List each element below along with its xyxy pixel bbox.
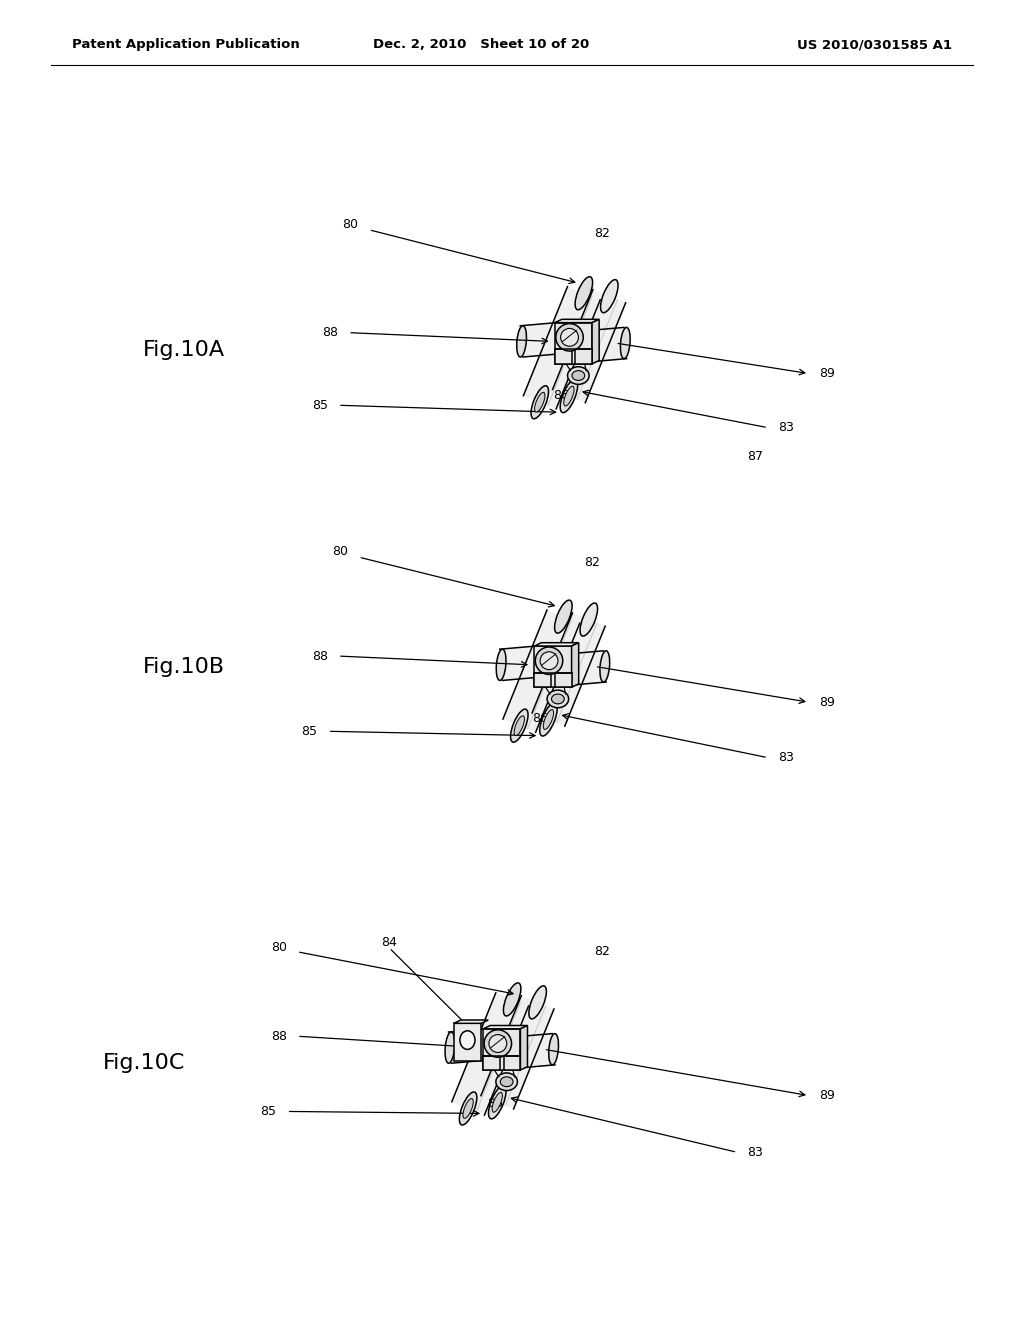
FancyBboxPatch shape: [483, 1056, 500, 1071]
Polygon shape: [523, 286, 600, 409]
Ellipse shape: [547, 690, 568, 708]
Text: 87: 87: [748, 450, 764, 463]
Text: 86: 86: [487, 1097, 503, 1110]
Ellipse shape: [460, 1092, 477, 1125]
Ellipse shape: [497, 649, 506, 680]
Text: 88: 88: [311, 649, 328, 663]
Text: 82: 82: [594, 945, 610, 958]
Text: US 2010/0301585 A1: US 2010/0301585 A1: [798, 38, 952, 51]
Text: Patent Application Publication: Patent Application Publication: [72, 38, 299, 51]
Ellipse shape: [580, 603, 598, 636]
FancyBboxPatch shape: [555, 322, 592, 364]
Polygon shape: [454, 1020, 488, 1023]
Text: 85: 85: [311, 399, 328, 412]
Ellipse shape: [511, 709, 528, 742]
Ellipse shape: [460, 1031, 475, 1049]
Ellipse shape: [549, 1034, 558, 1065]
Text: 80: 80: [332, 545, 348, 558]
Polygon shape: [503, 610, 580, 733]
Text: 85: 85: [260, 1105, 276, 1118]
Ellipse shape: [560, 329, 579, 346]
FancyBboxPatch shape: [504, 1056, 520, 1071]
Ellipse shape: [535, 392, 545, 412]
Text: Fig.10C: Fig.10C: [102, 1052, 184, 1073]
Text: 86: 86: [553, 388, 568, 401]
Text: 89: 89: [819, 696, 836, 709]
Ellipse shape: [493, 1093, 503, 1113]
Text: 84: 84: [381, 936, 397, 949]
Ellipse shape: [600, 651, 609, 682]
Ellipse shape: [544, 710, 554, 730]
Polygon shape: [500, 645, 539, 680]
Polygon shape: [532, 612, 605, 726]
Polygon shape: [483, 1026, 527, 1028]
Polygon shape: [592, 319, 599, 364]
Text: 85: 85: [301, 725, 317, 738]
Polygon shape: [520, 322, 559, 356]
Ellipse shape: [501, 1077, 513, 1086]
Ellipse shape: [552, 694, 564, 704]
Ellipse shape: [488, 1035, 507, 1052]
Text: Fig.10A: Fig.10A: [143, 339, 225, 360]
FancyBboxPatch shape: [555, 673, 571, 688]
FancyBboxPatch shape: [555, 350, 571, 364]
Ellipse shape: [517, 326, 526, 356]
Ellipse shape: [560, 380, 578, 413]
Polygon shape: [588, 327, 627, 362]
Ellipse shape: [496, 1073, 517, 1090]
Text: 83: 83: [778, 751, 795, 764]
Text: 80: 80: [270, 941, 287, 954]
Ellipse shape: [514, 715, 524, 735]
Text: 89: 89: [819, 1089, 836, 1102]
Polygon shape: [553, 289, 626, 403]
Ellipse shape: [484, 1030, 512, 1057]
FancyBboxPatch shape: [535, 645, 571, 688]
Text: 86: 86: [532, 711, 548, 725]
FancyBboxPatch shape: [535, 673, 551, 688]
Ellipse shape: [600, 280, 618, 313]
Text: 88: 88: [270, 1030, 287, 1043]
Ellipse shape: [621, 327, 630, 359]
Text: 83: 83: [778, 421, 795, 434]
Text: Fig.10B: Fig.10B: [143, 656, 225, 677]
Text: 82: 82: [584, 556, 600, 569]
Ellipse shape: [567, 367, 589, 384]
FancyBboxPatch shape: [454, 1023, 481, 1060]
Text: 83: 83: [748, 1146, 764, 1159]
Polygon shape: [535, 643, 579, 645]
Polygon shape: [449, 1028, 487, 1063]
Text: 80: 80: [342, 218, 358, 231]
Polygon shape: [571, 643, 579, 688]
Polygon shape: [481, 995, 554, 1109]
Ellipse shape: [504, 983, 521, 1016]
Ellipse shape: [572, 371, 585, 380]
Ellipse shape: [540, 704, 557, 737]
Ellipse shape: [540, 652, 558, 669]
Polygon shape: [516, 1034, 555, 1068]
Text: 82: 82: [594, 227, 610, 240]
Ellipse shape: [488, 1086, 506, 1119]
Ellipse shape: [531, 385, 549, 418]
Ellipse shape: [445, 1032, 455, 1063]
FancyBboxPatch shape: [483, 1028, 520, 1071]
Polygon shape: [452, 993, 528, 1115]
Ellipse shape: [528, 986, 547, 1019]
Ellipse shape: [555, 601, 572, 634]
Ellipse shape: [564, 387, 574, 407]
Polygon shape: [567, 651, 606, 685]
Text: 88: 88: [322, 326, 338, 339]
Ellipse shape: [556, 323, 584, 351]
Text: 89: 89: [819, 367, 836, 380]
Ellipse shape: [463, 1098, 473, 1118]
Polygon shape: [555, 319, 599, 322]
Polygon shape: [520, 1026, 527, 1071]
Ellipse shape: [575, 277, 593, 310]
Ellipse shape: [536, 647, 563, 675]
FancyBboxPatch shape: [575, 350, 592, 364]
Text: Dec. 2, 2010   Sheet 10 of 20: Dec. 2, 2010 Sheet 10 of 20: [373, 38, 590, 51]
